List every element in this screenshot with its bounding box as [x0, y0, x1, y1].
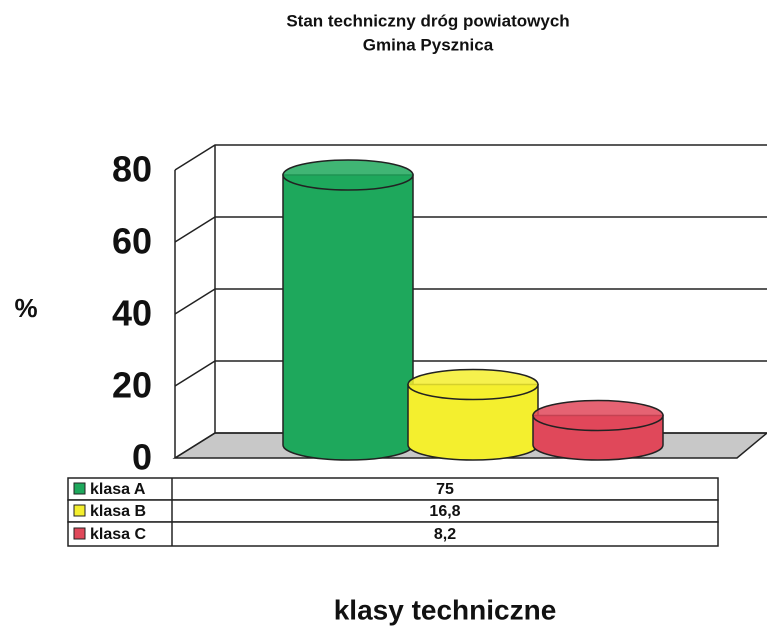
legend-label: klasa A: [90, 481, 146, 498]
y-tick-label: 0: [132, 437, 152, 478]
grid-line: [174, 288, 767, 315]
x-axis-label: klasy techniczne: [334, 594, 557, 625]
grid-line: [174, 144, 767, 171]
y-tick-label: 60: [112, 221, 152, 262]
table-row: [67, 521, 719, 547]
cylinder-top: [532, 399, 664, 432]
y-tick-label: 40: [112, 293, 152, 334]
grid-line: [174, 360, 767, 387]
table-row: [67, 499, 719, 523]
chart-subtitle: Gmina Pysznica: [363, 35, 494, 54]
y-tick-label: 80: [112, 149, 152, 190]
legend-label: klasa B: [90, 503, 146, 520]
y-tick-label: 20: [112, 365, 152, 406]
legend-swatch: [73, 482, 86, 495]
table-value: 8,2: [434, 526, 456, 543]
table-value: 16,8: [429, 503, 460, 520]
table-row: [67, 477, 719, 501]
chart-title: Stan techniczny dróg powiatowych: [286, 11, 569, 30]
legend-swatch: [73, 504, 86, 517]
table-value: 75: [436, 481, 454, 498]
cylinder-top: [407, 368, 539, 401]
legend-swatch: [73, 527, 86, 540]
y-axis-label: %: [14, 293, 37, 323]
grid-line: [174, 216, 767, 243]
cylinder-body: [282, 174, 414, 461]
legend-label: klasa C: [90, 526, 146, 543]
cylinder-top: [282, 159, 414, 191]
